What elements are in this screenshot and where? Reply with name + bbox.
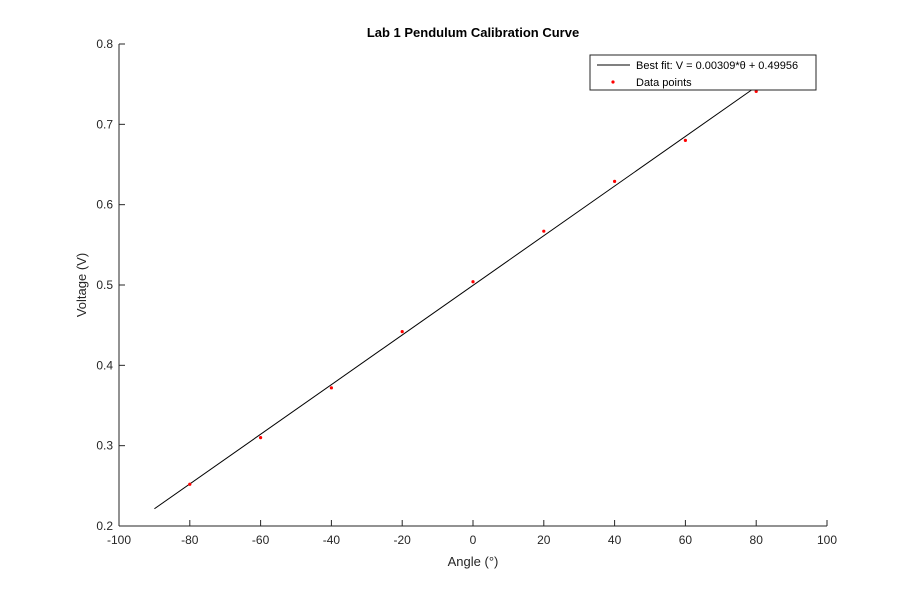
- x-tick-label: -60: [252, 533, 270, 547]
- data-point: [188, 482, 192, 486]
- x-tick-label: 60: [679, 533, 693, 547]
- chart-title: Lab 1 Pendulum Calibration Curve: [367, 25, 579, 40]
- data-point: [683, 138, 688, 142]
- x-tick-label: -40: [323, 533, 341, 547]
- x-tick-label: 40: [608, 533, 622, 547]
- legend-entry-data-points: Data points: [636, 77, 692, 89]
- x-tick-label: 0: [470, 533, 477, 547]
- y-tick-label: 0.6: [96, 198, 113, 212]
- data-point: [613, 179, 617, 183]
- x-tick-label: 20: [537, 533, 551, 547]
- legend-box: [589, 54, 817, 91]
- data-point: [754, 89, 758, 93]
- y-tick-label: 0.8: [96, 37, 113, 51]
- x-axis-label: Angle (°): [448, 554, 499, 569]
- legend: Best fit: V = 0.00309*θ + 0.49956 Data p…: [589, 54, 817, 91]
- data-point: [542, 229, 546, 233]
- y-tick-label: 0.3: [96, 439, 113, 453]
- data-point: [329, 386, 333, 390]
- legend-point-swatch: [611, 80, 615, 84]
- x-tick-label: -100: [107, 533, 131, 547]
- series-layer: [154, 86, 758, 510]
- data-point: [400, 329, 404, 334]
- x-tick-label: -80: [181, 533, 199, 547]
- axes: -100 -80 -60 -40 -20 0 20 40 60 80 100 0.2 0.3 0.4 0.5…: [96, 37, 837, 547]
- y-tick-label: 0.2: [96, 519, 113, 533]
- best-fit-line: [154, 86, 757, 510]
- y-tick-label: 0.4: [96, 358, 113, 372]
- x-tick-label: 80: [750, 533, 764, 547]
- y-axis-label: Voltage (V): [74, 253, 89, 317]
- legend-entry-best-fit: Best fit: V = 0.00309*θ + 0.49956: [636, 60, 798, 72]
- data-point: [471, 280, 475, 284]
- y-tick-label: 0.5: [96, 278, 113, 292]
- y-tick-label: 0.7: [96, 117, 113, 131]
- data-point: [259, 436, 263, 440]
- x-tick-label: -20: [394, 533, 412, 547]
- x-tick-label: 100: [817, 533, 837, 547]
